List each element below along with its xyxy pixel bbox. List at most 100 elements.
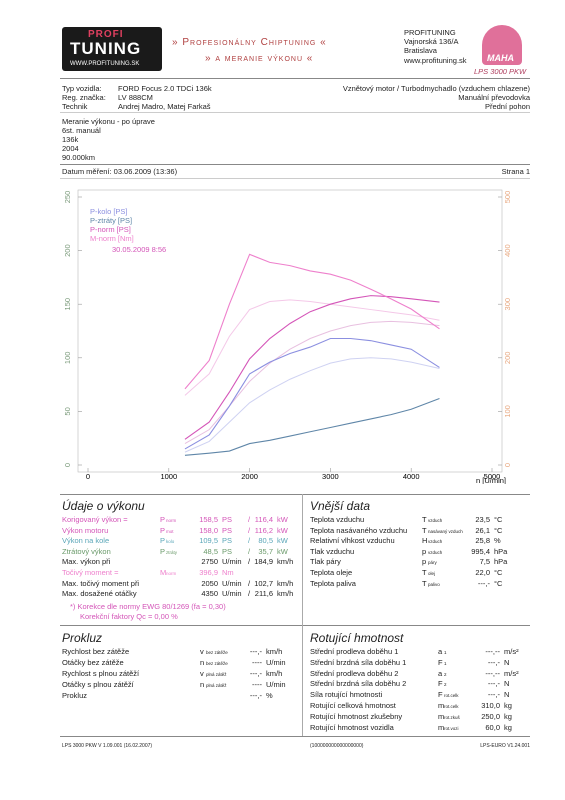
row-unit: PS: [222, 546, 233, 556]
row-value: ---,-: [487, 690, 500, 700]
row-unit: PS: [222, 515, 233, 524]
row-value: 116,2: [254, 525, 273, 535]
row-symbol-sub: 1: [444, 650, 447, 655]
footnote: Korekční faktory Qc = 0,00 %: [80, 612, 178, 621]
row-unit: U/min: [266, 680, 286, 689]
row-symbol: v: [200, 647, 204, 656]
row-label: Max. výkon při: [62, 557, 111, 567]
row-symbol-sub: mot: [166, 528, 174, 534]
row-symbol-sub: olej: [428, 571, 436, 576]
field-label: Technik: [62, 102, 88, 111]
y2-tick-label: 500: [503, 191, 512, 204]
row-label: Relativní vlhkost vzduchu: [310, 536, 395, 546]
row-separator: /: [248, 515, 251, 524]
row-value: ---,-: [249, 669, 262, 678]
row-unit: N: [504, 679, 510, 689]
rule: [60, 178, 530, 179]
row-symbol: T: [422, 525, 427, 535]
rule: [60, 164, 530, 165]
row-unit: kg: [504, 711, 512, 721]
series-line: [184, 398, 440, 456]
row-value: 995,4: [471, 546, 490, 556]
company: Bratislava: [404, 46, 437, 55]
row-label: Tlak páry: [310, 557, 341, 567]
row-symbol-sub: ztráty: [166, 549, 178, 555]
row-label: Max. dosažené otáčky: [62, 589, 137, 599]
row-label: Otáčky bez zátěže: [62, 658, 124, 667]
x-tick-label: 0: [86, 472, 90, 481]
row-label: Teplota vzduchu: [310, 515, 365, 524]
row-symbol: P: [160, 536, 166, 546]
row-symbol: F: [438, 679, 443, 689]
row-value: ----: [252, 658, 262, 667]
row-value: 158,0: [199, 525, 218, 535]
row-value: 23,5: [475, 515, 490, 524]
row-unit: kW: [277, 525, 288, 535]
row-unit: km/h: [266, 647, 283, 656]
row-value: 80,5: [258, 536, 273, 546]
x-tick-label: 2000: [241, 472, 258, 481]
row-unit: km/h: [266, 669, 283, 678]
row-label: Točivý moment =: [62, 568, 119, 577]
row-label: Rotující hmotnost zkušebny: [310, 711, 403, 721]
row-unit: °C: [494, 578, 503, 588]
row-label: Prokluz: [62, 691, 88, 700]
row-value: ---,-: [477, 578, 490, 588]
row-value: ---,--: [485, 668, 500, 678]
row-symbol-sub: rot.celk: [444, 704, 459, 709]
legend-entry: P-kolo [PS]: [90, 207, 128, 216]
legend-entry: M-norm [Nm]: [90, 234, 134, 243]
row-symbol-sub: rot.celk: [444, 693, 459, 699]
row-unit: %: [266, 691, 273, 700]
logo-url: WWW.PROFITUNING.SK: [70, 61, 140, 67]
y-tick-label: 100: [63, 352, 72, 365]
y2-tick-label: 400: [503, 244, 512, 257]
vehicle-info: Manuální převodovka: [458, 93, 530, 102]
row-unit: kW: [277, 515, 288, 524]
vehicle-info: Vznětový motor / Turbodmychadlo (vzduche…: [342, 84, 530, 93]
row-symbol: F: [438, 657, 443, 667]
row-symbol-sub: plná zátěž: [206, 672, 227, 677]
row-unit: m/s²: [504, 647, 519, 656]
row-unit: °C: [494, 515, 503, 524]
section-title: Údaje o výkonu: [62, 499, 145, 513]
row-symbol-sub: nasávaný vzduch: [428, 528, 463, 534]
row-symbol: n: [200, 680, 205, 689]
row-value: ---,-: [249, 691, 262, 700]
row-value: 109,5: [199, 536, 218, 546]
row-unit: kW: [277, 536, 288, 546]
row-separator: /: [248, 536, 251, 546]
note: 90.000km: [62, 153, 95, 162]
row-unit: °C: [494, 525, 503, 535]
company: PROFITUNING: [404, 28, 456, 37]
row-symbol-sub: 2: [444, 671, 447, 677]
row-label: Max. točivý moment při: [62, 578, 140, 588]
rule: [60, 625, 530, 626]
row-symbol: a: [438, 647, 443, 656]
legend-entry: P-ztráty [PS]: [90, 216, 132, 225]
y-tick-label: 50: [63, 407, 72, 415]
row-symbol: m: [438, 701, 445, 710]
row-value: ----: [252, 680, 262, 689]
row-value: 22,0: [475, 568, 490, 577]
row-value: 310,0: [481, 701, 500, 710]
field-value: LV 888CM: [118, 93, 153, 102]
row-separator: /: [248, 589, 251, 599]
row-unit: °C: [494, 568, 503, 577]
row-unit: Nm: [222, 568, 234, 577]
row-label: Teplota paliva: [310, 578, 356, 588]
comparison-line: [184, 320, 440, 444]
x-axis-label: n [U/min]: [476, 476, 506, 484]
row-value: 60,0: [485, 722, 500, 732]
row-value: 116,4: [254, 515, 273, 524]
row-unit: N: [504, 657, 510, 667]
row-separator: /: [248, 525, 251, 535]
row-unit: U/min: [222, 589, 242, 599]
row-value: ---,--: [485, 647, 500, 656]
footnote: *) Korekce dle normy EWG 80/1269 (fa = 0…: [70, 602, 226, 611]
row-unit: PS: [222, 525, 233, 535]
row-value: 4350: [201, 589, 218, 599]
row-value: 2750: [201, 557, 218, 567]
row-value: 158,5: [199, 515, 218, 524]
